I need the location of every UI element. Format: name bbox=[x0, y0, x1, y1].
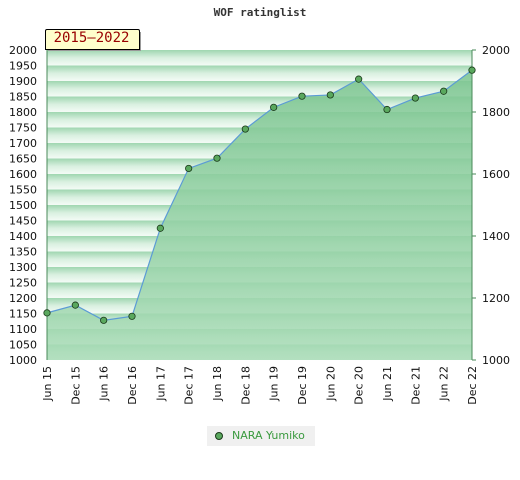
data-point bbox=[326, 91, 334, 99]
left-tick-label: 1350 bbox=[9, 246, 37, 259]
right-tick-label: 1200 bbox=[482, 292, 510, 305]
x-tick-label: Dec 18 bbox=[239, 366, 252, 405]
right-tick-label: 1000 bbox=[482, 354, 510, 367]
x-tick-label: Dec 16 bbox=[126, 366, 139, 405]
data-point bbox=[156, 224, 164, 232]
left-tick-label: 1450 bbox=[9, 215, 37, 228]
left-tick-label: 1550 bbox=[9, 184, 37, 197]
data-point bbox=[298, 92, 306, 100]
left-axis-ticks: 1000 1050 1100 1150 1200 1250 1300 1350 1400 1450… bbox=[9, 44, 37, 367]
data-point bbox=[383, 105, 391, 114]
left-tick-label: 1950 bbox=[9, 60, 37, 73]
period-badge: 2015–2022 bbox=[45, 29, 141, 51]
left-tick-label: 1050 bbox=[9, 339, 37, 352]
data-point bbox=[128, 312, 136, 320]
points-layer bbox=[43, 66, 476, 324]
data-point bbox=[411, 94, 419, 102]
data-point bbox=[468, 66, 476, 74]
background-band bbox=[47, 81, 472, 97]
left-tick-label: 1650 bbox=[9, 153, 37, 166]
data-point bbox=[440, 87, 448, 95]
left-tick-label: 2000 bbox=[9, 44, 37, 57]
left-tick-label: 1100 bbox=[9, 323, 37, 336]
series-area bbox=[47, 70, 472, 361]
area-layer bbox=[47, 70, 472, 361]
x-tick-label: Jun 22 bbox=[438, 366, 451, 402]
left-tick-label: 1850 bbox=[9, 91, 37, 104]
background-band bbox=[47, 65, 472, 81]
x-axis-ticks: Jun 15 Dec 15 Jun 16 Dec 16 Jun 17 Dec 17 Jun … bbox=[41, 366, 479, 405]
data-point bbox=[185, 164, 193, 173]
right-tick-label: 1600 bbox=[482, 168, 510, 181]
chart-title: WOF ratinglist bbox=[213, 6, 307, 19]
left-tick-label: 1000 bbox=[9, 354, 37, 367]
x-tick-label: Jun 19 bbox=[268, 366, 281, 402]
right-tick-label: 1400 bbox=[482, 230, 510, 243]
legend-marker bbox=[215, 432, 223, 440]
data-point bbox=[270, 103, 278, 111]
data-point bbox=[100, 316, 108, 324]
background-band bbox=[47, 50, 472, 66]
x-tick-label: Jun 16 bbox=[98, 366, 111, 402]
data-point bbox=[71, 301, 79, 309]
left-tick-label: 1150 bbox=[9, 308, 37, 321]
data-point bbox=[43, 309, 51, 317]
left-tick-label: 1750 bbox=[9, 122, 37, 135]
left-tick-label: 1600 bbox=[9, 168, 37, 181]
data-point bbox=[355, 75, 363, 83]
x-tick-label: Dec 21 bbox=[409, 366, 422, 405]
x-tick-label: Jun 21 bbox=[381, 366, 394, 402]
x-tick-label: Dec 19 bbox=[296, 366, 309, 405]
left-tick-label: 1500 bbox=[9, 199, 37, 212]
x-tick-label: Dec 17 bbox=[183, 366, 196, 405]
left-tick-label: 1900 bbox=[9, 75, 37, 88]
x-tick-label: Dec 22 bbox=[466, 366, 479, 405]
period-badge-label: 2015–2022 bbox=[53, 30, 130, 46]
axis-layer bbox=[46, 50, 473, 360]
x-tick-label: Jun 17 bbox=[154, 366, 167, 402]
left-tick-label: 1800 bbox=[9, 106, 37, 119]
left-tick-label: 1250 bbox=[9, 277, 37, 290]
legend-label: NARA Yumiko bbox=[232, 429, 305, 442]
right-axis-ticks: 1000 1200 1400 1600 1800 2000 bbox=[472, 44, 510, 367]
period-badge-box bbox=[45, 29, 140, 50]
left-tick-label: 1700 bbox=[9, 137, 37, 150]
x-tick-label: Jun 20 bbox=[324, 366, 337, 402]
line-layer bbox=[46, 69, 473, 321]
x-tick-label: Dec 15 bbox=[69, 366, 82, 405]
right-tick-label: 2000 bbox=[482, 44, 510, 57]
x-tick-label: Dec 20 bbox=[353, 366, 366, 405]
left-tick-label: 1300 bbox=[9, 261, 37, 274]
x-tick-label: Jun 15 bbox=[41, 366, 54, 402]
series-line bbox=[46, 69, 473, 321]
data-point bbox=[241, 125, 249, 133]
legend: NARA Yumiko bbox=[207, 426, 315, 446]
x-tick-label: Jun 18 bbox=[211, 366, 224, 402]
left-tick-label: 1400 bbox=[9, 230, 37, 243]
left-tick-label: 1200 bbox=[9, 292, 37, 305]
right-tick-label: 1800 bbox=[482, 106, 510, 119]
data-point bbox=[213, 154, 221, 162]
